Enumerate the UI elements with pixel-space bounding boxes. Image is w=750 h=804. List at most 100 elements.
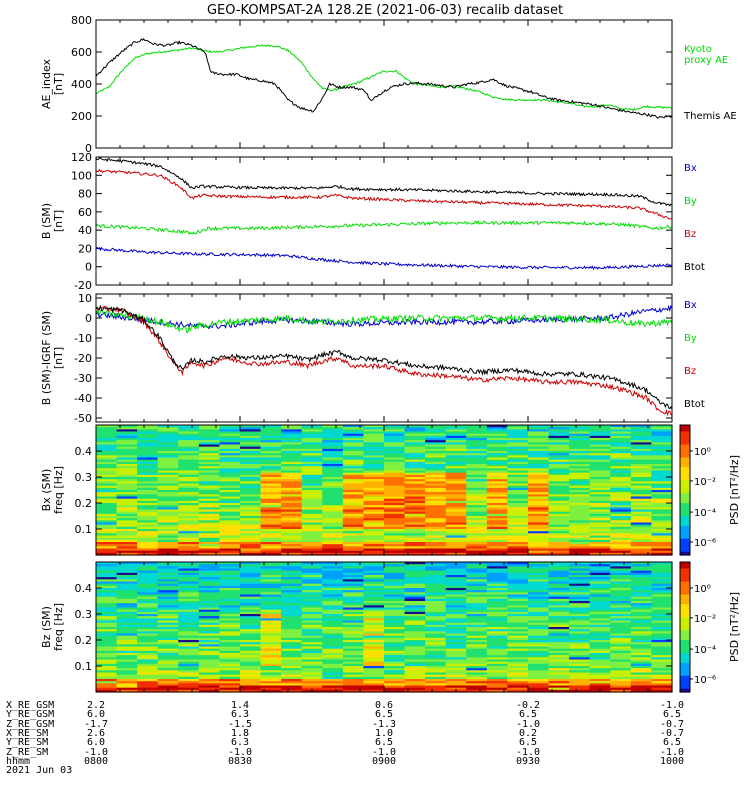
colorbar-label-3: PSD [nT²/Hz] — [728, 455, 741, 525]
ephemeris-row-label: Z_RE_SM — [6, 746, 49, 758]
ytick-label-0-4: 800 — [71, 14, 92, 27]
ytick-label-2-6: 10 — [78, 292, 92, 305]
series-line-2-3 — [96, 304, 672, 410]
ytick-label-0-0: 0 — [85, 142, 92, 155]
legend-label-0-0: Kyoto — [684, 44, 712, 55]
ylabel-3-1: freq [Hz] — [52, 466, 65, 514]
ytick-label-1-7: 120 — [71, 151, 92, 164]
legend-label-0-0: proxy AE — [684, 55, 728, 66]
ephemeris-value: 6.5 — [518, 709, 538, 721]
ephemeris-value: 0.2 — [518, 727, 538, 739]
legend-label-2-0: Bx — [684, 300, 697, 311]
ephemeris-row-label: Y_RE_SM — [6, 737, 49, 749]
series-line-2-0 — [96, 304, 672, 330]
panel-3: 0.10.20.30.4Bx (SM) freq [Hz]10⁰10⁻²10⁻⁴1… — [40, 424, 741, 556]
ylabel-3-0: Bx (SM) — [40, 469, 53, 512]
spectrogram-3 — [96, 425, 673, 556]
ytick-label-3-1: 0.2 — [75, 497, 93, 510]
ylabel-2-1: [nT] — [52, 347, 65, 369]
ytick-label-4-1: 0.2 — [75, 634, 93, 647]
ephemeris-value: 2.6 — [86, 727, 106, 739]
ytick-label-3-0: 0.1 — [75, 523, 93, 536]
colorbar-4: 10⁰ 10⁻² 10⁻⁴ 10⁻⁶ PSD [nT²/Hz] — [679, 561, 741, 693]
colorbar-tick-3-3: 10⁻⁶ — [694, 538, 716, 549]
ytick-label-0-2: 400 — [71, 78, 92, 91]
ephemeris-value: 6.5 — [518, 737, 538, 749]
ephemeris-row-label: hhmm — [6, 755, 31, 767]
ylabel-1-0: B (SM) — [40, 203, 53, 239]
ephemeris-value: -1.0 — [83, 746, 109, 758]
ephemeris-value: 6.5 — [374, 709, 394, 721]
ephemeris-value: 6.0 — [86, 709, 106, 721]
series-line-0-0 — [96, 44, 672, 112]
figure-title: GEO-KOMPSAT-2A 128.2E (2021-06-03) recal… — [207, 3, 563, 18]
legend-label-1-3: Btot — [684, 262, 705, 273]
ephemeris-value: -1.0 — [659, 700, 685, 711]
ephemeris-value: 2.2 — [86, 700, 106, 711]
ytick-label-1-1: 0 — [85, 261, 92, 274]
ephemeris-row-label: X_RE_SM — [6, 727, 49, 739]
ytick-label-4-3: 0.4 — [75, 582, 93, 595]
ytick-label-2-4: -10 — [74, 332, 92, 345]
ytick-label-1-5: 80 — [78, 188, 92, 201]
panel-frame-0 — [95, 19, 673, 149]
ephemeris-row-label: 2021 Jun 03 — [6, 765, 73, 777]
ytick-label-2-5: 0 — [85, 312, 92, 325]
ytick-label-1-6: 100 — [71, 169, 92, 182]
ephemeris-value: 0800 — [83, 755, 109, 767]
ephemeris-value: -1.7 — [83, 718, 109, 730]
ephemeris-value: -1.0 — [371, 746, 397, 758]
ephemeris-value: -1.0 — [659, 746, 685, 758]
series-line-1-1 — [96, 220, 672, 236]
ephemeris-row-label: Z_RE_GSM — [6, 718, 55, 730]
legend-label-1-0: Bx — [684, 163, 697, 174]
colorbar-tick-3-0: 10⁰ — [694, 447, 711, 458]
ytick-label-2-0: -50 — [74, 412, 92, 425]
panel-4: 0.10.20.30.4Bz (SM) freq [Hz]10⁰10⁻²10⁻⁴1… — [40, 561, 741, 693]
legend-label-2-2: Bz — [684, 366, 696, 377]
ytick-label-0-1: 200 — [71, 110, 92, 123]
ytick-label-2-3: -20 — [74, 352, 92, 365]
series-line-1-0 — [96, 246, 672, 271]
panel-frame-2 — [95, 293, 673, 423]
legend-label-2-1: By — [684, 333, 697, 344]
ephemeris-value: -1.0 — [227, 746, 253, 758]
legend-label-1-1: By — [684, 196, 697, 207]
ylabel-0-1: [nT] — [52, 73, 65, 95]
ephemeris-value: 6.5 — [662, 737, 682, 749]
colorbar-tick-4-3: 10⁻⁶ — [694, 675, 716, 686]
ephemeris-value: 1000 — [659, 755, 685, 767]
ephemeris-value: 0830 — [227, 755, 253, 767]
ephemeris-value: 1.0 — [374, 727, 394, 739]
ephemeris-value: -0.2 — [515, 700, 541, 711]
legend-label-1-2: Bz — [684, 229, 696, 240]
ytick-label-1-3: 40 — [78, 224, 92, 237]
ephemeris-value: -1.3 — [371, 718, 397, 730]
ylabel-0-0: AE_index — [40, 58, 53, 109]
ephemeris-value: -0.7 — [659, 718, 685, 730]
ytick-label-1-2: 20 — [78, 242, 92, 255]
ephemeris-value: 0900 — [371, 755, 397, 767]
colorbar-3: 10⁰ 10⁻² 10⁻⁴ 10⁻⁶ PSD [nT²/Hz] — [679, 424, 741, 556]
colorbar-tick-4-0: 10⁰ — [694, 584, 711, 595]
colorbar-tick-3-2: 10⁻⁴ — [694, 508, 716, 519]
series-line-0-1 — [96, 37, 672, 119]
ephemeris-value: 0930 — [515, 755, 541, 767]
colorbar-label-4: PSD [nT²/Hz] — [728, 592, 741, 662]
colorbar-tick-4-2: 10⁻⁴ — [694, 645, 716, 656]
ytick-label-3-2: 0.3 — [75, 471, 93, 484]
series-line-1-2 — [96, 168, 672, 220]
colorbar-tick-4-1: 10⁻² — [694, 614, 716, 625]
panel-2: -50 -40 -30 -20 -10 0 10 B (SM)-IGRF (SM) [nT] Bx… — [40, 292, 705, 425]
ephemeris-value: -0.7 — [659, 727, 685, 739]
ephemeris-value: 6.5 — [374, 737, 394, 749]
ylabel-4-1: freq [Hz] — [52, 603, 65, 651]
ephemeris-row-label: Y_RE_GSM — [6, 709, 55, 721]
ephemeris-value: 6.0 — [86, 737, 106, 749]
ephemeris-value: 0.6 — [374, 700, 394, 711]
ephemeris-value: -1.5 — [227, 718, 253, 730]
panel-1: -20 0 20 40 60 80 100 120 B (SM) [nT] Bx By Bz Btot — [40, 151, 705, 292]
ytick-label-0-3: 600 — [71, 46, 92, 59]
